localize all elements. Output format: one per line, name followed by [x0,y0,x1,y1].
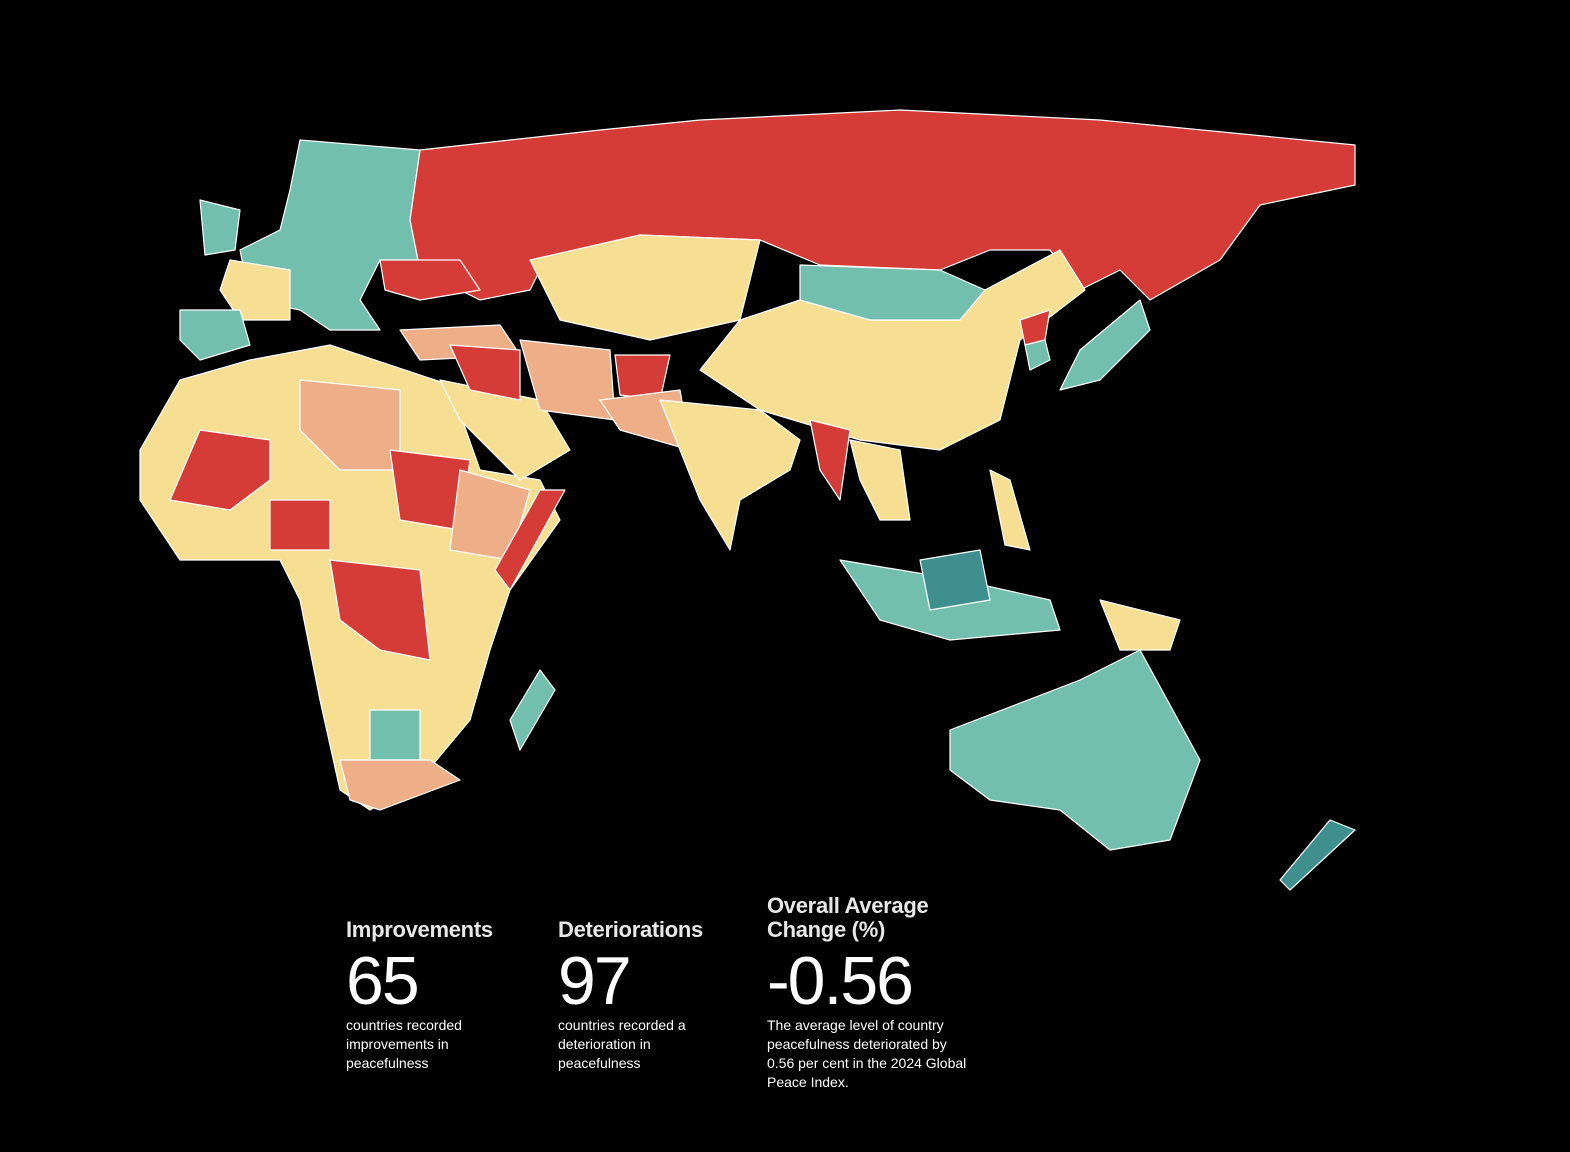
botswana [369,709,421,761]
somalia [494,489,566,591]
stat-block: Overall Average Change (%) -0.56 The avera… [767,894,977,1092]
ukraine [379,259,481,301]
new-zealand [1279,819,1356,891]
stat-value: -0.56 [767,943,914,1019]
south-korea [1024,339,1051,371]
stat-value: 65 [346,943,420,1019]
borneo [919,549,991,611]
myanmar [809,419,851,501]
spain [179,309,251,361]
nigeria [269,499,331,551]
philippines [989,469,1031,551]
drc [329,559,431,661]
thailand [849,439,911,521]
france [219,259,291,321]
papua-new-guinea [1099,599,1181,651]
stat-value: 97 [558,943,632,1019]
stat-block: Improvements 65 countries recorded improve… [346,918,526,1073]
stat-title: Improvements [346,917,493,942]
stat-description: The average level of country peacefulnes… [767,1017,967,1090]
stat-title: Deteriorations [558,917,703,942]
stat-description: countries recorded a deterioration in pe… [558,1017,686,1071]
saudi-arabia [439,379,571,481]
stat-block: Deteriorations 97 countries recorded a det… [558,918,738,1073]
uk [199,199,241,256]
australia [949,649,1201,851]
stat-description: countries recorded improvements in peace… [346,1017,462,1071]
south-africa [339,759,461,811]
stat-title: Overall Average Change (%) [767,893,929,942]
mongolia [799,264,986,321]
india [659,399,801,551]
madagascar [509,669,556,751]
japan [1059,299,1151,391]
libya [299,379,401,471]
iraq-syria [449,344,521,401]
mali [169,429,271,511]
